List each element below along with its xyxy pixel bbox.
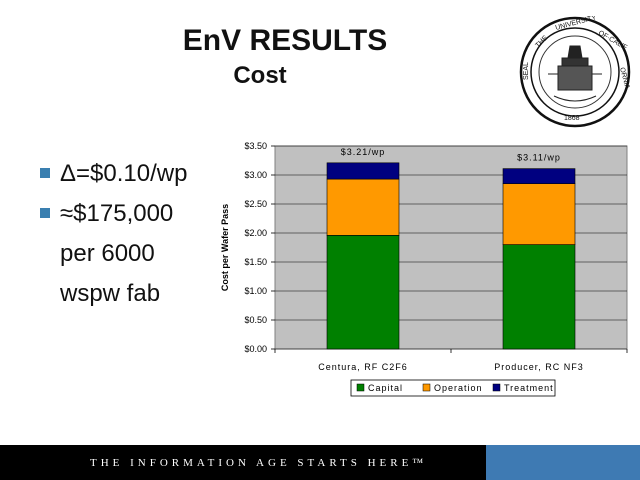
bar-segment-capital [326, 235, 400, 350]
bullet-item: ≈$175,000 [36, 194, 187, 234]
footer-tagline: THE INFORMATION AGE STARTS HERE™ [90, 457, 428, 469]
bullet-text-continued: wspw fab [60, 280, 161, 307]
square-bullet-icon [40, 168, 50, 178]
legend-label-operation: Operation [434, 383, 483, 393]
bar-total-label: $3.11/wp [517, 153, 561, 163]
bar-segment-treatment [326, 162, 400, 180]
legend-box [350, 379, 556, 397]
legend-swatch-capital [356, 383, 365, 392]
x-category-label: Producer, RC NF3 [494, 362, 584, 372]
slide-subtitle: Cost [233, 62, 287, 89]
bullet-text-continued: per 6000 [60, 240, 155, 267]
bar-total-label: $3.21/wp [341, 147, 386, 157]
y-tick-label: $0.00 [244, 344, 267, 354]
slide-title: EnV RESULTS [182, 24, 388, 57]
university-seal-logo: THE UNIVERSITY OF·CALIF ORNIA 1868 SEAL [518, 14, 632, 133]
y-tick-label: $3.00 [244, 170, 267, 180]
bar-segment-operation [326, 178, 400, 236]
bar-segment-operation [502, 183, 576, 245]
y-tick-label: $1.50 [244, 257, 267, 267]
y-tick-label: $2.50 [244, 199, 267, 209]
bar-segment-treatment [502, 168, 576, 184]
footer-bar: THE INFORMATION AGE STARTS HERE™ [0, 445, 640, 480]
bullet-text: ≈$175,000 [60, 200, 174, 227]
y-tick-label: $1.00 [244, 286, 267, 296]
svg-text:1868: 1868 [564, 115, 580, 122]
bullet-list: Δ=$0.10/wp ≈$175,000 per 6000 wspw fab [36, 154, 187, 314]
legend-label-capital: Capital [368, 383, 403, 393]
bullet-text: Δ=$0.10/wp [60, 160, 188, 187]
bar-segment-capital [502, 244, 576, 350]
x-category-label: Centura, RF C2F6 [318, 362, 408, 372]
bullet-item: Δ=$0.10/wp [36, 154, 187, 194]
legend-swatch-operation [422, 383, 431, 392]
y-tick-label: $0.50 [244, 315, 267, 325]
svg-text:SEAL: SEAL [523, 62, 530, 80]
square-bullet-icon [40, 208, 50, 218]
legend-swatch-treatment [492, 383, 501, 392]
footer-accent-block [486, 445, 640, 480]
legend-label-treatment: Treatment [504, 383, 554, 393]
y-axis-label: Cost per Wafer Pass [220, 204, 230, 291]
y-tick-label: $2.00 [244, 228, 267, 238]
y-tick-label: $3.50 [244, 141, 267, 151]
stacked-bar-chart: $0.00 $0.50 $1.00 $1.50 $2.00 $2.50 $3.00 $3.50… [220, 141, 628, 397]
